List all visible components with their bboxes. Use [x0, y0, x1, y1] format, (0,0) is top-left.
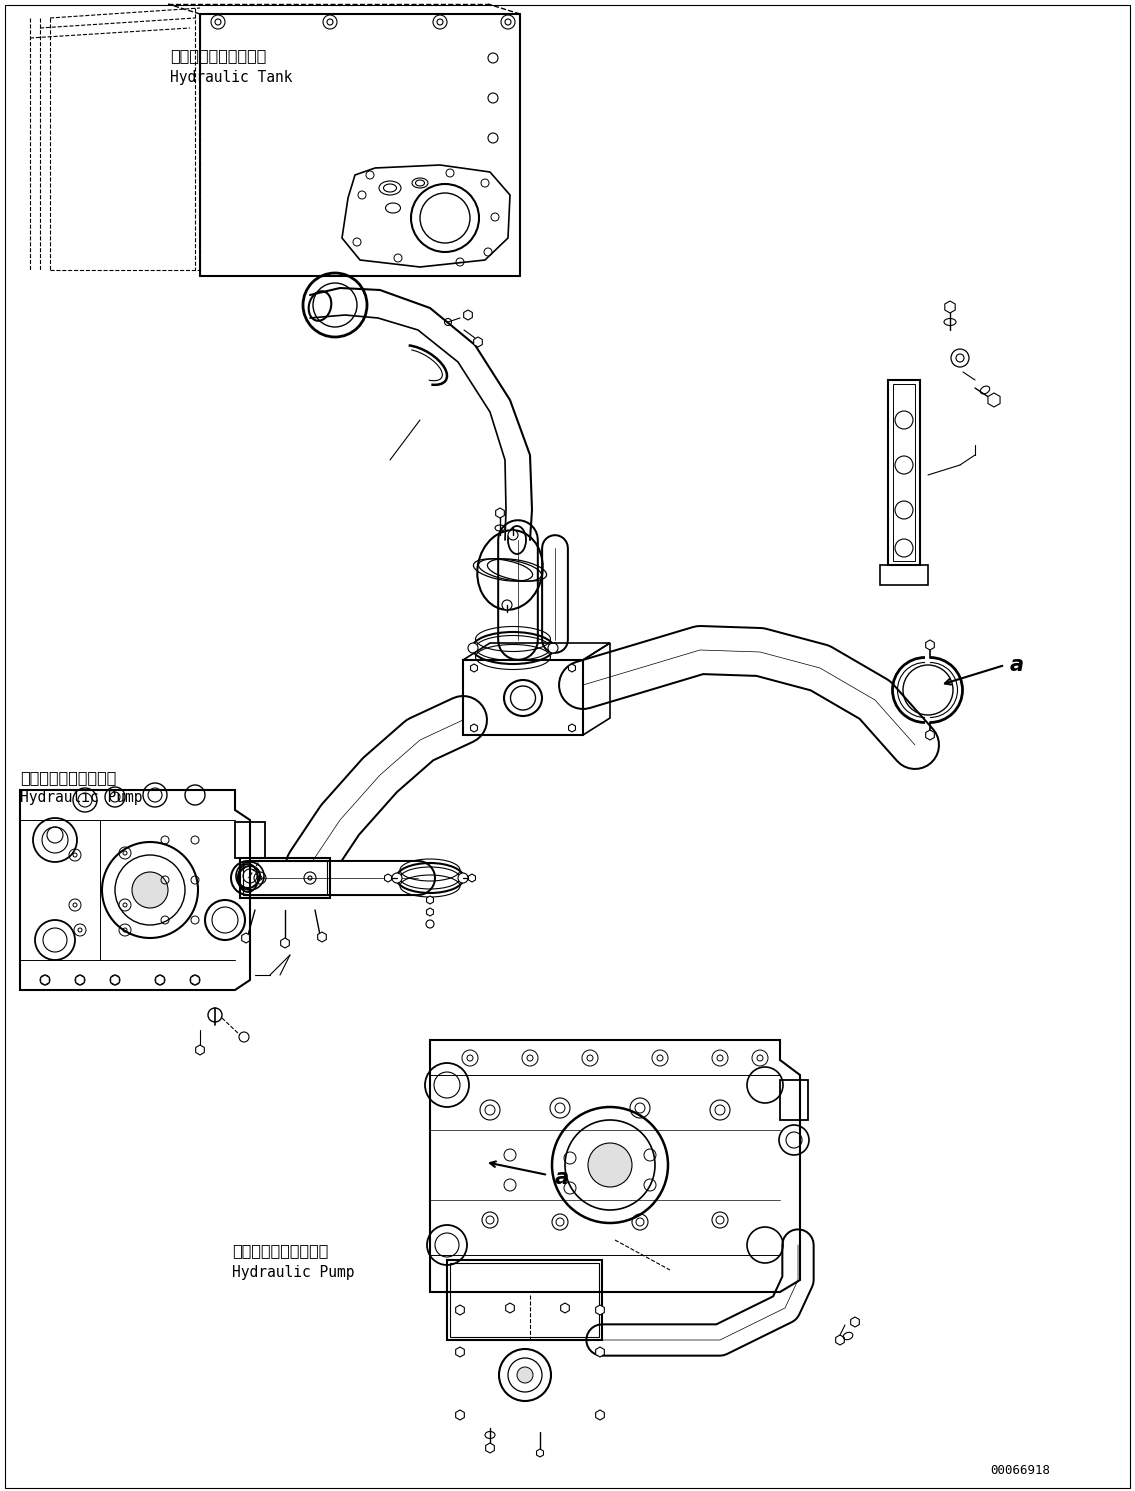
Bar	[447, 1260, 602, 1340]
Circle shape	[588, 1144, 632, 1187]
Polygon shape	[835, 1334, 844, 1345]
Text: a: a	[1010, 655, 1024, 675]
Text: ハイドロリックポンプ: ハイドロリックポンプ	[20, 769, 116, 784]
Bar	[243, 860, 327, 895]
Circle shape	[132, 872, 168, 908]
Circle shape	[459, 874, 468, 883]
Polygon shape	[473, 337, 482, 347]
Polygon shape	[464, 310, 472, 321]
Polygon shape	[469, 874, 476, 883]
Text: Hydraulic Pump: Hydraulic Pump	[232, 1264, 354, 1279]
Polygon shape	[944, 301, 956, 313]
Polygon shape	[596, 1410, 604, 1419]
Polygon shape	[596, 1346, 604, 1357]
Polygon shape	[155, 975, 165, 986]
Bar	[235, 822, 264, 857]
Polygon shape	[280, 938, 289, 948]
Circle shape	[548, 643, 558, 653]
Polygon shape	[111, 975, 119, 986]
Bar	[780, 1079, 808, 1120]
Circle shape	[518, 1367, 533, 1384]
Polygon shape	[195, 1045, 204, 1056]
Polygon shape	[471, 663, 478, 672]
Polygon shape	[569, 725, 575, 732]
Polygon shape	[850, 1317, 859, 1327]
Polygon shape	[471, 725, 478, 732]
Polygon shape	[561, 1303, 570, 1314]
Polygon shape	[76, 975, 84, 986]
Polygon shape	[496, 508, 504, 517]
Polygon shape	[926, 640, 934, 650]
Bar	[449, 1263, 599, 1337]
Polygon shape	[385, 874, 392, 883]
Circle shape	[392, 874, 402, 883]
Bar	[239, 857, 330, 898]
Polygon shape	[41, 975, 49, 986]
Polygon shape	[569, 663, 575, 672]
Circle shape	[468, 643, 478, 653]
Text: ハイドロリックタンク: ハイドロリックタンク	[170, 48, 267, 63]
Text: Hydraulic Tank: Hydraulic Tank	[170, 70, 293, 85]
Polygon shape	[537, 1449, 544, 1457]
Text: a: a	[555, 1167, 569, 1188]
Polygon shape	[455, 1410, 464, 1419]
Circle shape	[502, 599, 512, 610]
Polygon shape	[427, 896, 434, 904]
Polygon shape	[987, 394, 1000, 407]
Polygon shape	[242, 933, 251, 942]
Polygon shape	[318, 932, 327, 942]
Polygon shape	[455, 1305, 464, 1315]
Polygon shape	[486, 1443, 495, 1454]
Circle shape	[508, 529, 518, 540]
Polygon shape	[455, 1346, 464, 1357]
Bar	[463, 661, 583, 735]
Polygon shape	[596, 1305, 604, 1315]
Text: Hydraulic Pump: Hydraulic Pump	[20, 790, 143, 805]
Polygon shape	[191, 975, 200, 986]
Text: 00066918: 00066918	[990, 1464, 1050, 1476]
Polygon shape	[506, 1303, 514, 1314]
Text: ハイドロリックポンプ: ハイドロリックポンプ	[232, 1243, 328, 1258]
Polygon shape	[926, 731, 934, 740]
Polygon shape	[427, 908, 434, 915]
